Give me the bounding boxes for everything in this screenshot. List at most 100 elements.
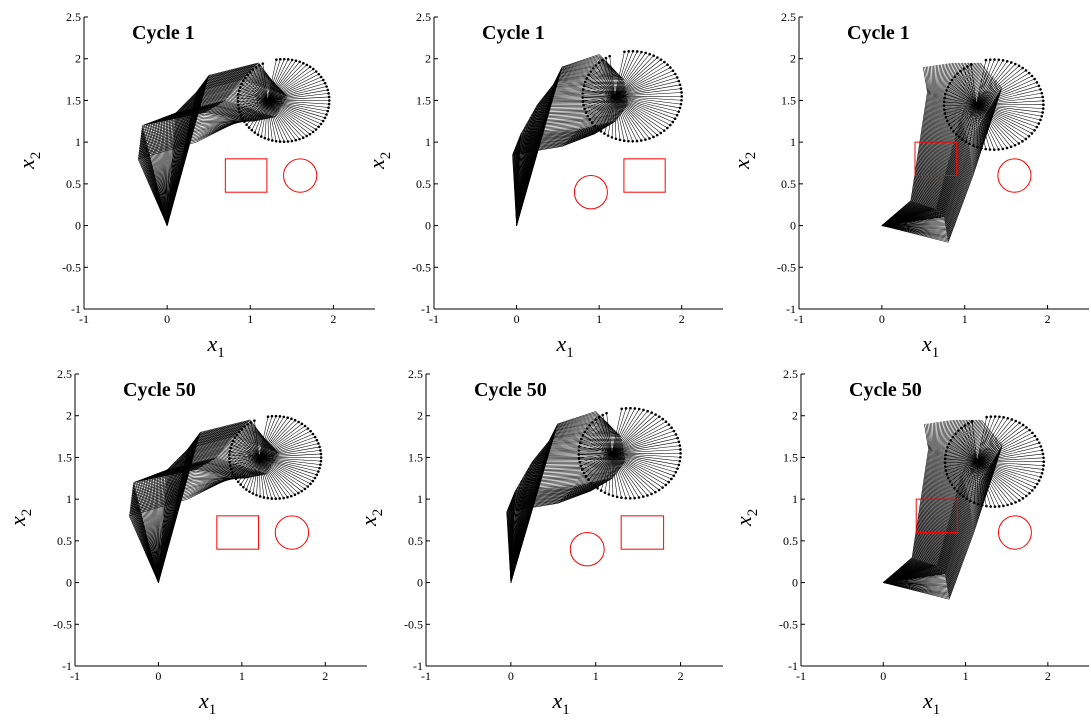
arm-link-2 xyxy=(137,62,259,160)
arm-link-segment xyxy=(172,451,222,465)
joint-point xyxy=(969,499,972,503)
end-link-segment xyxy=(267,100,329,108)
joint-point xyxy=(298,137,301,141)
end-link-segment xyxy=(267,100,273,141)
end-link-segment xyxy=(589,96,616,120)
arm-link-segment xyxy=(200,466,251,478)
arm-link-segment xyxy=(140,121,203,136)
y-tick-label: 0 xyxy=(792,576,798,590)
joint-point xyxy=(584,475,588,478)
end-link-segment xyxy=(262,63,268,101)
end-link-segment xyxy=(267,59,281,101)
end-link-segment xyxy=(584,96,615,110)
arm-link-segment xyxy=(921,102,942,205)
end-link-segment xyxy=(976,461,991,507)
end-link-segment xyxy=(237,457,260,482)
arm-link-segment xyxy=(954,419,970,469)
arm-link-segment xyxy=(548,87,593,91)
end-link-segment xyxy=(976,104,1020,144)
arm-link-segment xyxy=(530,113,584,116)
joint-point xyxy=(326,88,330,92)
y-tick-label: 2 xyxy=(425,52,431,66)
arm-link-segment xyxy=(577,471,618,478)
joint-point xyxy=(589,70,593,73)
end-link-segment xyxy=(611,453,663,488)
arm-link-segment xyxy=(216,105,267,120)
arm-link-segment xyxy=(930,65,932,96)
arm-link-segment xyxy=(137,468,199,482)
joint-point xyxy=(267,138,270,141)
arm-link-segment xyxy=(566,483,604,495)
arm-link-segment xyxy=(197,76,245,91)
end-link-segment xyxy=(977,446,1041,462)
joint-point xyxy=(297,420,300,424)
arm-link-segment xyxy=(929,467,953,564)
end-link-segment xyxy=(242,100,268,119)
joint-point xyxy=(266,415,270,418)
end-link-segment xyxy=(977,461,1041,478)
end-link-segment xyxy=(594,96,616,127)
arm-link-segment xyxy=(180,442,229,456)
end-link-segment xyxy=(267,100,297,141)
arm-link-segment xyxy=(201,72,249,86)
joint-point xyxy=(677,79,681,83)
arm-link-segment xyxy=(921,458,942,561)
joint-point xyxy=(243,425,246,428)
joint-point xyxy=(652,54,655,57)
joint-point xyxy=(680,95,684,98)
joint-point xyxy=(282,496,285,500)
arm-link-segment xyxy=(914,452,933,559)
joint-point xyxy=(992,148,996,151)
arm-link-segment xyxy=(554,75,596,82)
joint-point xyxy=(680,91,683,94)
arm-link-segment xyxy=(592,430,619,434)
arm-link-segment xyxy=(513,144,564,153)
arm-link-1 xyxy=(883,557,950,600)
end-link-segment xyxy=(614,59,662,97)
end-link-segment xyxy=(611,408,640,454)
joint-point xyxy=(601,58,604,62)
joint-point xyxy=(274,414,278,418)
joint-point xyxy=(997,58,1001,62)
arm-link-segment xyxy=(132,476,195,491)
arm-link-segment xyxy=(211,108,262,121)
end-link-segment xyxy=(976,85,1039,105)
arm-link-segment xyxy=(937,421,941,457)
end-link-segment xyxy=(238,100,268,106)
x-tick-label: 1 xyxy=(593,669,599,683)
x-tick-label: 2 xyxy=(330,312,336,326)
end-link-segment xyxy=(584,431,613,454)
end-link-segment xyxy=(977,457,1044,462)
joint-point xyxy=(946,446,949,449)
arm-link-segment xyxy=(943,496,970,574)
y-tick-label: 1.5 xyxy=(416,93,431,107)
arm-link-segment xyxy=(549,434,592,440)
end-link-segment xyxy=(254,420,260,458)
joint-point xyxy=(229,467,233,471)
joint-point xyxy=(640,50,643,54)
arm-link-segment xyxy=(528,117,583,121)
end-link-segment xyxy=(600,453,613,491)
end-link-segment xyxy=(976,416,992,462)
arm-link-segment xyxy=(913,95,932,202)
joint-point xyxy=(254,66,258,69)
joint-point xyxy=(582,84,586,88)
arm-link-segment xyxy=(508,498,562,507)
y-axis-label: x2 xyxy=(14,152,44,170)
arm-link-segment xyxy=(181,94,231,108)
end-link-segment xyxy=(593,68,616,97)
joint-point xyxy=(1033,77,1036,81)
joint-point xyxy=(1005,146,1009,150)
arm-link-segment xyxy=(157,473,159,583)
arm-link-segment xyxy=(556,413,596,427)
arm-link-segment xyxy=(947,523,974,594)
arm-link-segment xyxy=(202,71,251,85)
joint-point xyxy=(669,66,672,69)
end-link-segment xyxy=(258,457,288,498)
arm-link-segment xyxy=(947,62,959,108)
arm-link-segment xyxy=(218,104,269,119)
arm-link-segment xyxy=(928,66,932,95)
x-tick-label: 0 xyxy=(880,669,886,683)
arm-link-segment xyxy=(516,66,563,226)
joint-point xyxy=(943,108,946,111)
